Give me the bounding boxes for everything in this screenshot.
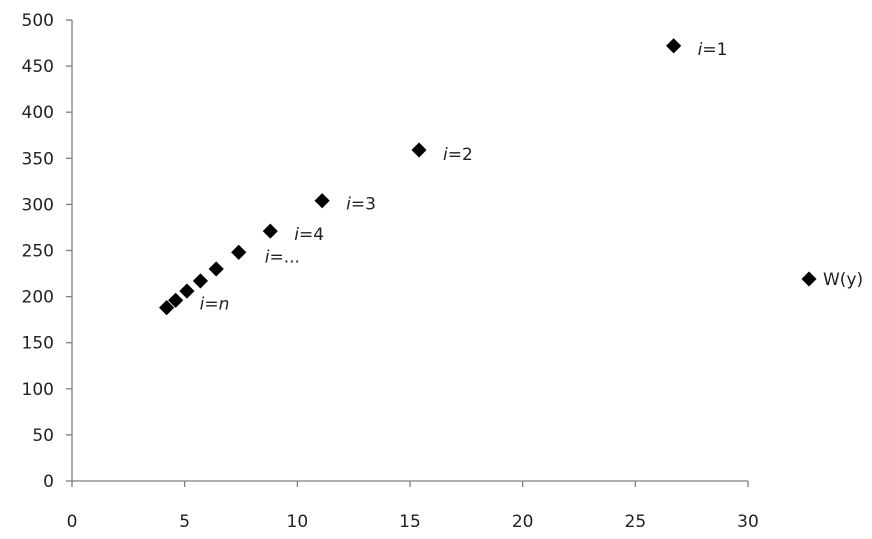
data-point: [207, 260, 225, 278]
data-point: [261, 222, 279, 240]
data-point: [192, 272, 209, 290]
x-tick-label: 30: [737, 512, 759, 532]
point-annotation: i=1: [698, 40, 728, 60]
y-tick-label: 250: [22, 242, 54, 262]
y-tick-label: 300: [22, 195, 54, 215]
data-point: [167, 291, 185, 309]
x-tick-label: 5: [179, 512, 190, 532]
y-axis-ticks: 0 50 100 150 200 250 300 350 400 450 500: [22, 11, 72, 492]
x-tick-label: 25: [625, 512, 647, 532]
y-tick-label: 200: [22, 288, 54, 308]
point-annotation: i=2: [443, 145, 473, 165]
point-annotation: i=n: [200, 295, 230, 315]
y-tick-label: 450: [22, 57, 54, 77]
legend-marker: [800, 270, 818, 288]
y-tick-label: 350: [22, 149, 54, 169]
legend-label: W(y): [823, 270, 863, 290]
y-tick-label: 50: [32, 426, 54, 446]
point-annotation: i=...: [265, 247, 300, 267]
point-annotations: i=1 i=2 i=3 i=4i=... i=n: [200, 40, 728, 315]
data-point: [178, 282, 196, 300]
data-point: [410, 141, 428, 159]
x-tick-label: 10: [287, 512, 309, 532]
point-annotation: i=3: [346, 195, 376, 215]
y-tick-label: 500: [22, 11, 54, 31]
data-point: [158, 299, 176, 317]
y-tick-label: 400: [22, 103, 54, 123]
axes: [71, 20, 748, 482]
legend: W(y): [800, 270, 863, 290]
y-tick-label: 150: [22, 334, 54, 354]
data-point: [230, 243, 248, 261]
data-point: [665, 37, 683, 55]
y-tick-label: 0: [43, 472, 54, 492]
x-tick-label: 0: [67, 512, 78, 532]
point-annotation: i=4: [294, 225, 324, 245]
data-point: [313, 192, 331, 210]
x-axis-ticks: 0 5 10 15 20 25 30: [67, 481, 759, 532]
y-tick-label: 100: [22, 380, 54, 400]
x-tick-label: 15: [399, 512, 421, 532]
data-points: [158, 37, 683, 317]
x-tick-label: 20: [512, 512, 534, 532]
